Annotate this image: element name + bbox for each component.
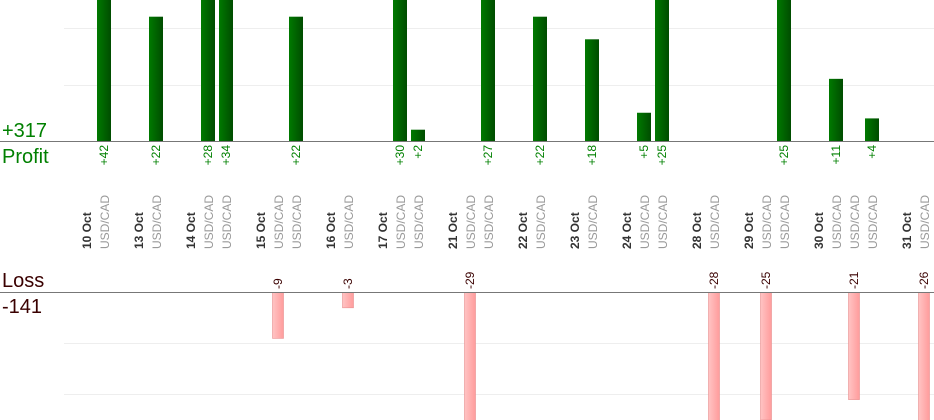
loss-label: Loss [2, 270, 44, 292]
loss-bar[interactable] [342, 292, 354, 309]
symbol-label: USD/CAD [866, 195, 880, 249]
profit-value-label: +25 [655, 145, 669, 166]
loss-value-label: -29 [463, 271, 477, 289]
profit-bar[interactable] [289, 16, 303, 142]
profit-bar[interactable] [637, 112, 651, 141]
gridlines [64, 28, 934, 395]
symbol-label: USD/CAD [848, 195, 862, 249]
profit-bar[interactable] [533, 16, 547, 142]
profit-bar[interactable] [393, 0, 407, 141]
profit-value-label: +42 [97, 145, 111, 166]
symbol-label: USD/CAD [918, 195, 932, 249]
symbol-label: USD/CAD [202, 195, 216, 249]
profit-bar[interactable] [97, 0, 111, 141]
loss-bar[interactable] [848, 292, 860, 400]
loss-bar[interactable] [918, 292, 930, 420]
profit-bar[interactable] [655, 0, 669, 141]
profit-bar[interactable] [865, 118, 879, 141]
symbol-label: USD/CAD [482, 195, 496, 249]
symbol-label: USD/CAD [638, 195, 652, 249]
profit-bar[interactable] [829, 78, 843, 141]
profit-bar[interactable] [219, 0, 233, 141]
date-label: 21 Oct [446, 212, 460, 249]
loss-value-label: -3 [341, 278, 355, 289]
date-label: 16 Oct [324, 212, 338, 249]
date-label: 17 Oct [376, 212, 390, 249]
profit-value-label: +22 [533, 145, 547, 166]
date-label: 10 Oct [80, 212, 94, 249]
profit-bar[interactable] [777, 0, 791, 141]
symbol-label: USD/CAD [220, 195, 234, 249]
profit-value-label: +22 [149, 145, 163, 166]
profit-value-label: +18 [585, 145, 599, 166]
bars [97, 0, 930, 420]
loss-value-label: -21 [847, 271, 861, 289]
loss-value-label: -26 [917, 271, 931, 289]
profit-value-label: +5 [637, 145, 651, 159]
loss-bar[interactable] [464, 292, 476, 420]
symbol-label: USD/CAD [412, 195, 426, 249]
date-label: 22 Oct [516, 212, 530, 249]
date-label: 28 Oct [690, 212, 704, 249]
profit-bar[interactable] [201, 0, 215, 141]
profit-value-label: +22 [289, 145, 303, 166]
profit-value-label: +2 [411, 145, 425, 159]
symbol-label: USD/CAD [394, 195, 408, 249]
symbol-label: USD/CAD [272, 195, 286, 249]
profit-value-label: +4 [865, 145, 879, 159]
profit-value-label: +27 [481, 145, 495, 166]
symbol-label: USD/CAD [534, 195, 548, 249]
symbol-label: USD/CAD [760, 195, 774, 249]
profit-value-label: +34 [219, 145, 233, 166]
loss-bar[interactable] [760, 292, 772, 420]
loss-bar[interactable] [272, 292, 284, 339]
symbol-label: USD/CAD [586, 195, 600, 249]
date-label: 14 Oct [184, 212, 198, 249]
profit-total: +317 [2, 120, 47, 142]
symbol-label: USD/CAD [342, 195, 356, 249]
symbol-label: USD/CAD [708, 195, 722, 249]
profit-value-label: +28 [201, 145, 215, 166]
date-label: 31 Oct [900, 212, 914, 249]
date-label: 23 Oct [568, 212, 582, 249]
date-label: 29 Oct [742, 212, 756, 249]
date-label: 15 Oct [254, 212, 268, 249]
symbol-label: USD/CAD [830, 195, 844, 249]
symbol-label: USD/CAD [656, 195, 670, 249]
loss-value-label: -25 [759, 271, 773, 289]
symbol-label: USD/CAD [464, 195, 478, 249]
profit-value-label: +30 [393, 145, 407, 166]
loss-total: -141 [2, 296, 42, 318]
profit-bar[interactable] [411, 129, 425, 141]
loss-value-label: -9 [271, 278, 285, 289]
labels: 10 Oct USD/CAD +42 13 Oct USD/CAD +22 14 Oct US… [80, 145, 932, 289]
profit-label: Profit [2, 146, 49, 168]
date-label: 30 Oct [812, 212, 826, 249]
profit-bar[interactable] [481, 0, 495, 141]
profit-bar[interactable] [149, 16, 163, 142]
symbol-label: USD/CAD [98, 195, 112, 249]
profit-value-label: +25 [777, 145, 791, 166]
loss-value-label: -28 [707, 271, 721, 289]
profit-value-label: +11 [829, 145, 843, 165]
profit-bar[interactable] [585, 39, 599, 141]
symbol-label: USD/CAD [778, 195, 792, 249]
symbol-label: USD/CAD [290, 195, 304, 249]
symbol-label: USD/CAD [150, 195, 164, 249]
date-label: 24 Oct [620, 212, 634, 249]
date-label: 13 Oct [132, 212, 146, 249]
loss-bar[interactable] [708, 292, 720, 420]
